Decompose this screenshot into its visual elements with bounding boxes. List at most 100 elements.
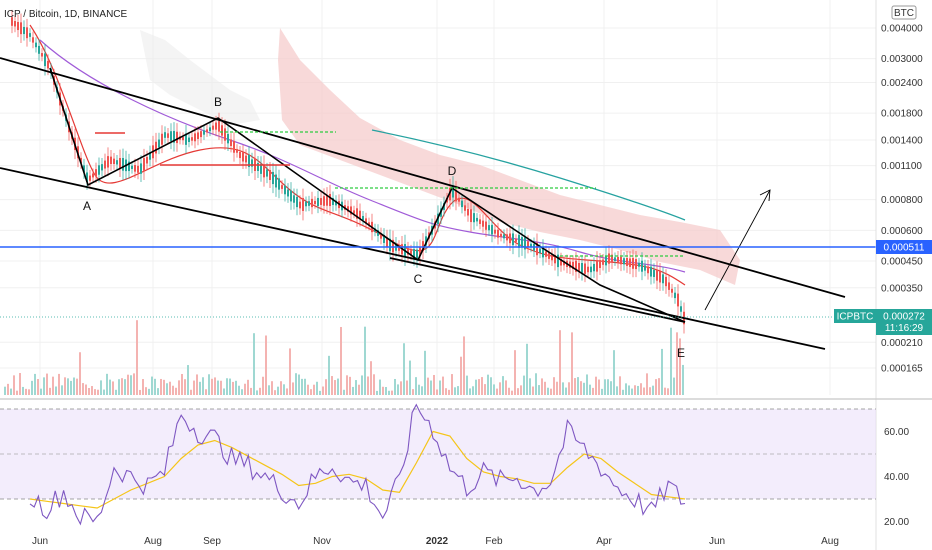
volume-bar xyxy=(472,386,474,395)
candle-body xyxy=(335,200,337,206)
volume-bar xyxy=(505,380,507,395)
volume-bar xyxy=(328,355,330,395)
candle-body xyxy=(116,160,118,165)
candle-body xyxy=(104,160,106,169)
candle-body xyxy=(83,165,85,173)
chart-title[interactable]: ICP / Bitcoin, 1D, BINANCE xyxy=(4,9,128,20)
candle-body xyxy=(191,137,193,141)
volume-bar xyxy=(493,384,495,395)
currency-badge[interactable]: BTC xyxy=(891,5,917,20)
volume-bar xyxy=(145,387,147,395)
candle-body xyxy=(38,45,40,54)
candle-body xyxy=(584,263,586,274)
volume-bar xyxy=(385,387,387,395)
candle-body xyxy=(563,260,565,266)
candle-body xyxy=(320,198,322,205)
volume-bar xyxy=(73,377,75,395)
symbol-tag: ICPBTC xyxy=(834,309,876,323)
candle-body xyxy=(377,230,379,236)
volume-bar xyxy=(220,380,222,395)
candle-body xyxy=(665,276,667,287)
volume-bar xyxy=(253,333,255,395)
volume-bar xyxy=(433,374,435,395)
volume-bar xyxy=(565,387,567,395)
candle-body xyxy=(311,198,313,208)
candle-body xyxy=(173,130,175,143)
price-tick-label: 0.000210 xyxy=(881,338,923,349)
candle-body xyxy=(47,60,49,69)
candle-body xyxy=(497,229,499,238)
candle-body xyxy=(218,121,220,132)
volume-bar xyxy=(487,374,489,395)
pattern-point-b: B xyxy=(214,95,222,109)
volume-bar xyxy=(325,379,327,395)
volume-bar xyxy=(436,389,438,395)
candle-body xyxy=(347,206,349,212)
volume-bar xyxy=(592,387,594,395)
time-tick-label: Feb xyxy=(485,536,503,547)
volume-bar xyxy=(10,388,12,395)
rsi-line xyxy=(29,403,686,526)
candle-body xyxy=(161,133,163,145)
rsi-tick-label: 40.00 xyxy=(884,472,909,483)
volume-bar xyxy=(271,381,273,395)
volume-bar xyxy=(643,387,645,395)
candle-body xyxy=(617,256,619,263)
volume-bar xyxy=(64,377,66,395)
volume-bar xyxy=(154,378,156,395)
volume-bar xyxy=(52,376,54,395)
volume-bar xyxy=(118,379,120,395)
candle-body xyxy=(356,208,358,219)
volume-bar xyxy=(238,385,240,395)
candle-body xyxy=(359,210,361,220)
volume-bar xyxy=(130,375,132,395)
candle-body xyxy=(587,266,589,273)
volume-bar xyxy=(367,376,369,395)
volume-bar xyxy=(658,378,660,395)
candle-body xyxy=(626,257,628,266)
candle-body xyxy=(257,163,259,171)
candle-body xyxy=(329,193,331,207)
volume-bar xyxy=(85,384,87,395)
volume-bar xyxy=(313,384,315,395)
candle-body xyxy=(521,237,523,248)
candle-body xyxy=(314,200,316,205)
candle-body xyxy=(449,188,451,201)
volume-bar xyxy=(676,332,678,395)
candle-body xyxy=(194,133,196,142)
volume-bar xyxy=(133,373,135,395)
volume-bar xyxy=(445,388,447,395)
volume-bar xyxy=(400,381,402,395)
candle-body xyxy=(413,248,415,259)
candle-body xyxy=(473,213,475,223)
rsi-axis[interactable]: 60.00 40.00 20.00 xyxy=(884,427,909,528)
candle-body xyxy=(662,274,664,284)
volume-bar xyxy=(415,377,417,395)
volume-bar xyxy=(535,373,537,395)
volume-bar xyxy=(424,350,426,395)
candle-body xyxy=(233,140,235,153)
time-axis[interactable]: Jun Aug Sep Nov 2022 Feb Apr Jun Aug xyxy=(32,536,839,547)
candle-body xyxy=(353,210,355,214)
volume-bar xyxy=(589,384,591,395)
volume-bar xyxy=(613,350,615,395)
volume-bar xyxy=(430,380,432,395)
volume-bar xyxy=(448,389,450,395)
candle-body xyxy=(107,156,109,168)
candle-body xyxy=(155,141,157,154)
volume-bar xyxy=(412,389,414,395)
candle-body xyxy=(491,224,493,235)
volume-bar xyxy=(388,390,390,395)
candle-body xyxy=(170,131,172,142)
volume-bar xyxy=(304,378,306,395)
volume-bar xyxy=(241,389,243,395)
price-axis[interactable]: 0.004000 0.003000 0.002400 0.001800 0.001400… xyxy=(881,24,923,375)
volume-bar xyxy=(58,373,60,395)
volume-bar xyxy=(490,377,492,395)
volume-bar xyxy=(541,378,543,395)
volume-bar xyxy=(562,382,564,395)
candle-body xyxy=(143,158,145,171)
candle-body xyxy=(299,201,301,209)
volume-bar xyxy=(199,381,201,395)
